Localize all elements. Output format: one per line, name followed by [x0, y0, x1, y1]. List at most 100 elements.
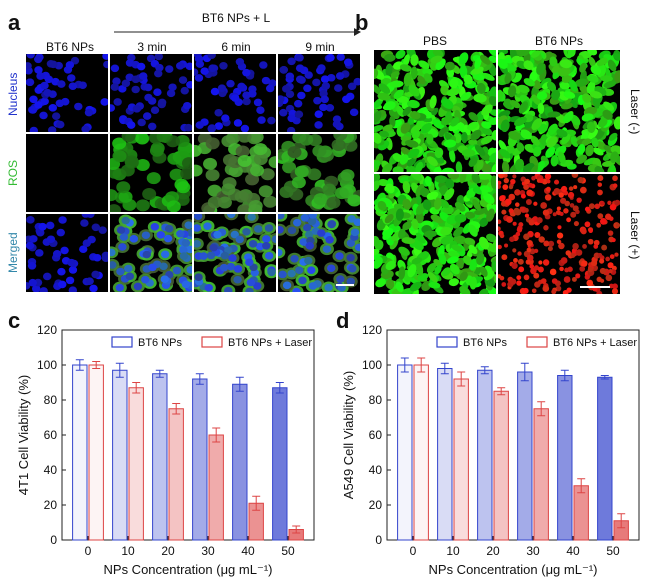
- error-bar: [155, 369, 164, 378]
- chart-4t1-viability: 0 20 40 60 80 100 120 4T1 Cell Viability (%) 0 10…: [0, 300, 325, 588]
- bar-bt6-40: [557, 375, 573, 541]
- legend-label: BT6 NPs + Laser: [228, 337, 312, 349]
- micrograph-b-bt6-laser-on: [498, 174, 620, 294]
- error-bar: [417, 357, 426, 373]
- error-bar: [275, 382, 284, 394]
- legend-label: BT6 NPs + Laser: [553, 337, 637, 349]
- micrograph-b-bt6-laser-off: [498, 50, 620, 172]
- y-tick-label: 0: [375, 533, 382, 547]
- chart-a549-viability: 0 20 40 60 80 100 120 A549 Cell Viability (%) 0 1…: [325, 300, 650, 588]
- x-tick-label: 30: [201, 544, 215, 558]
- scale-bar-b: [580, 286, 610, 288]
- panel-d-label: d: [336, 308, 350, 333]
- bar-bt6-40: [232, 383, 248, 541]
- error-bar: [520, 362, 529, 382]
- x-tick-label: 50: [281, 544, 295, 558]
- y-tick-label: 100: [37, 358, 57, 372]
- y-tick-label: 120: [362, 323, 382, 337]
- micrograph-a-r3-c1: [26, 214, 108, 292]
- legend-swatch: [201, 336, 223, 348]
- panel-b-label: b: [355, 10, 369, 35]
- error-bar: [400, 357, 409, 373]
- error-bar: [480, 366, 489, 375]
- bar-bt6-laser-20: [168, 408, 184, 541]
- x-tick-label: 40: [241, 544, 255, 558]
- legend-label: BT6 NPs: [138, 337, 183, 349]
- panel-a-label: a: [8, 10, 21, 35]
- bar-bt6-30: [192, 378, 208, 541]
- error-bar: [440, 362, 449, 375]
- x-tick-label: 10: [446, 544, 460, 558]
- bar-bt6-50: [272, 387, 288, 541]
- bar-bt6-20: [477, 369, 493, 541]
- error-bar: [577, 478, 586, 494]
- error-bar: [457, 371, 466, 387]
- y-tick-label: 100: [362, 358, 382, 372]
- group-header-arrow: [114, 28, 361, 36]
- x-tick-label: 40: [566, 544, 580, 558]
- y-axis-label: A549 Cell Viability (%): [341, 371, 356, 499]
- micrograph-a-r2-c3: [194, 134, 276, 212]
- bar-bt6-30: [517, 371, 533, 541]
- legend-swatch: [526, 336, 548, 348]
- x-tick-label: 30: [526, 544, 540, 558]
- micrograph-a-r1-c4: [278, 54, 360, 132]
- micrograph-a-r1-c3: [194, 54, 276, 132]
- micrograph-a-r3-c3: [194, 214, 276, 292]
- bar-bt6-laser-30: [533, 408, 549, 541]
- error-bar: [172, 403, 181, 415]
- row-label-ros: ROS: [6, 160, 20, 187]
- error-bar: [560, 369, 569, 382]
- y-tick-label: 60: [369, 428, 383, 442]
- row-label-nucleus: Nucleus: [6, 72, 20, 116]
- error-bar: [132, 382, 141, 394]
- x-tick-label: 0: [85, 544, 92, 558]
- bar-bt6-20: [152, 373, 168, 541]
- x-axis-label: NPs Concentration (μg mL⁻¹): [429, 562, 598, 577]
- y-tick-label: 40: [369, 463, 383, 477]
- scale-bar-a: [336, 284, 354, 286]
- legend-swatch: [111, 336, 133, 348]
- x-axis-label: NPs Concentration (μg mL⁻¹): [104, 562, 273, 577]
- y-tick-label: 80: [44, 393, 58, 407]
- col-header-pbs: PBS: [422, 34, 447, 48]
- y-axis-label: 4T1 Cell Viability (%): [16, 375, 31, 495]
- micrograph-a-r3-c4: [278, 214, 360, 292]
- micrograph-a-r2-c4: [278, 134, 360, 212]
- bar-bt6-10: [437, 368, 453, 541]
- x-tick-label: 10: [121, 544, 135, 558]
- bar-bt6-0: [72, 364, 88, 541]
- micrograph-a-r2-c2: [110, 134, 192, 212]
- row-label-laser-plus: Laser (+): [628, 210, 642, 260]
- micrograph-a-r2-c1: [26, 134, 108, 212]
- error-bar: [600, 375, 609, 380]
- legend-swatch: [436, 336, 458, 348]
- bar-bt6-50: [597, 376, 613, 541]
- bar-bt6-laser-10: [453, 378, 469, 541]
- micrograph-a-r3-c2: [110, 214, 192, 292]
- error-bar: [497, 387, 506, 396]
- y-tick-label: 0: [50, 533, 57, 547]
- y-tick-label: 60: [44, 428, 58, 442]
- panel-c-label: c: [8, 308, 21, 333]
- bar-bt6-laser-0: [413, 364, 429, 541]
- y-tick-label: 20: [369, 498, 383, 512]
- error-bar: [235, 376, 244, 392]
- row-label-merged: Merged: [6, 232, 20, 274]
- error-bar: [617, 513, 626, 529]
- bar-bt6-laser-10: [128, 387, 144, 541]
- x-tick-label: 50: [606, 544, 620, 558]
- error-bar: [115, 362, 124, 378]
- error-bar: [92, 361, 101, 369]
- y-tick-label: 120: [37, 323, 57, 337]
- micrograph-b-pbs-laser-on: [374, 174, 496, 294]
- error-bar: [537, 401, 546, 417]
- row-label-laser-minus: Laser (-): [628, 89, 642, 135]
- y-tick-label: 20: [44, 498, 58, 512]
- error-bar: [212, 427, 221, 443]
- col-header-bt6-nps: BT6 NPs: [534, 34, 583, 48]
- error-bar: [195, 373, 204, 385]
- col-header-9min: 9 min: [305, 40, 335, 54]
- legend: BT6 NPs BT6 NPs + Laser: [111, 336, 312, 349]
- error-bar: [292, 525, 301, 534]
